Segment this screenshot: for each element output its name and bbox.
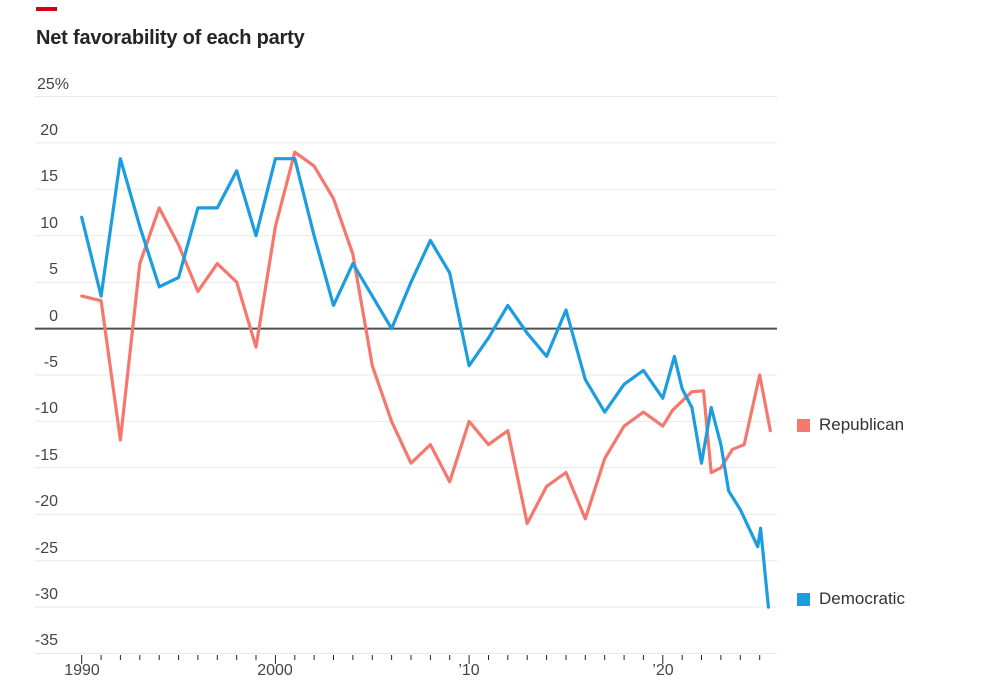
- y-tick-label: -15: [34, 447, 58, 464]
- democratic-label: Democratic: [819, 589, 905, 608]
- democratic-swatch: [797, 592, 810, 606]
- y-tick-label: -30: [34, 586, 58, 603]
- y-tick-label: -20: [34, 493, 58, 510]
- republican-label: Republican: [819, 415, 905, 434]
- y-tick-label: 5: [49, 261, 58, 278]
- legend-republican: Republican: [797, 415, 904, 435]
- y-tick-label: 10: [40, 215, 58, 232]
- x-tick-label: 2000: [257, 662, 293, 679]
- accent-dash: [36, 7, 57, 11]
- y-tick-label: -35: [34, 632, 58, 649]
- y-tick-label: 0: [49, 308, 58, 325]
- chart-title: Net favorability of each party: [36, 27, 305, 49]
- legend-democratic: Democratic: [797, 589, 905, 609]
- x-tick-label: 1990: [64, 662, 100, 679]
- y-tick-label: 20: [40, 122, 58, 139]
- y-tick-label: 15: [40, 168, 58, 185]
- y-tick-label: -25: [34, 540, 58, 557]
- x-tick-label: ’20: [652, 662, 674, 679]
- y-tick-label: -10: [34, 400, 58, 417]
- x-tick-label: ’10: [458, 662, 480, 679]
- republican-swatch: [797, 418, 810, 432]
- y-tick-label: 25%: [36, 76, 69, 93]
- y-tick-label: -5: [43, 354, 58, 371]
